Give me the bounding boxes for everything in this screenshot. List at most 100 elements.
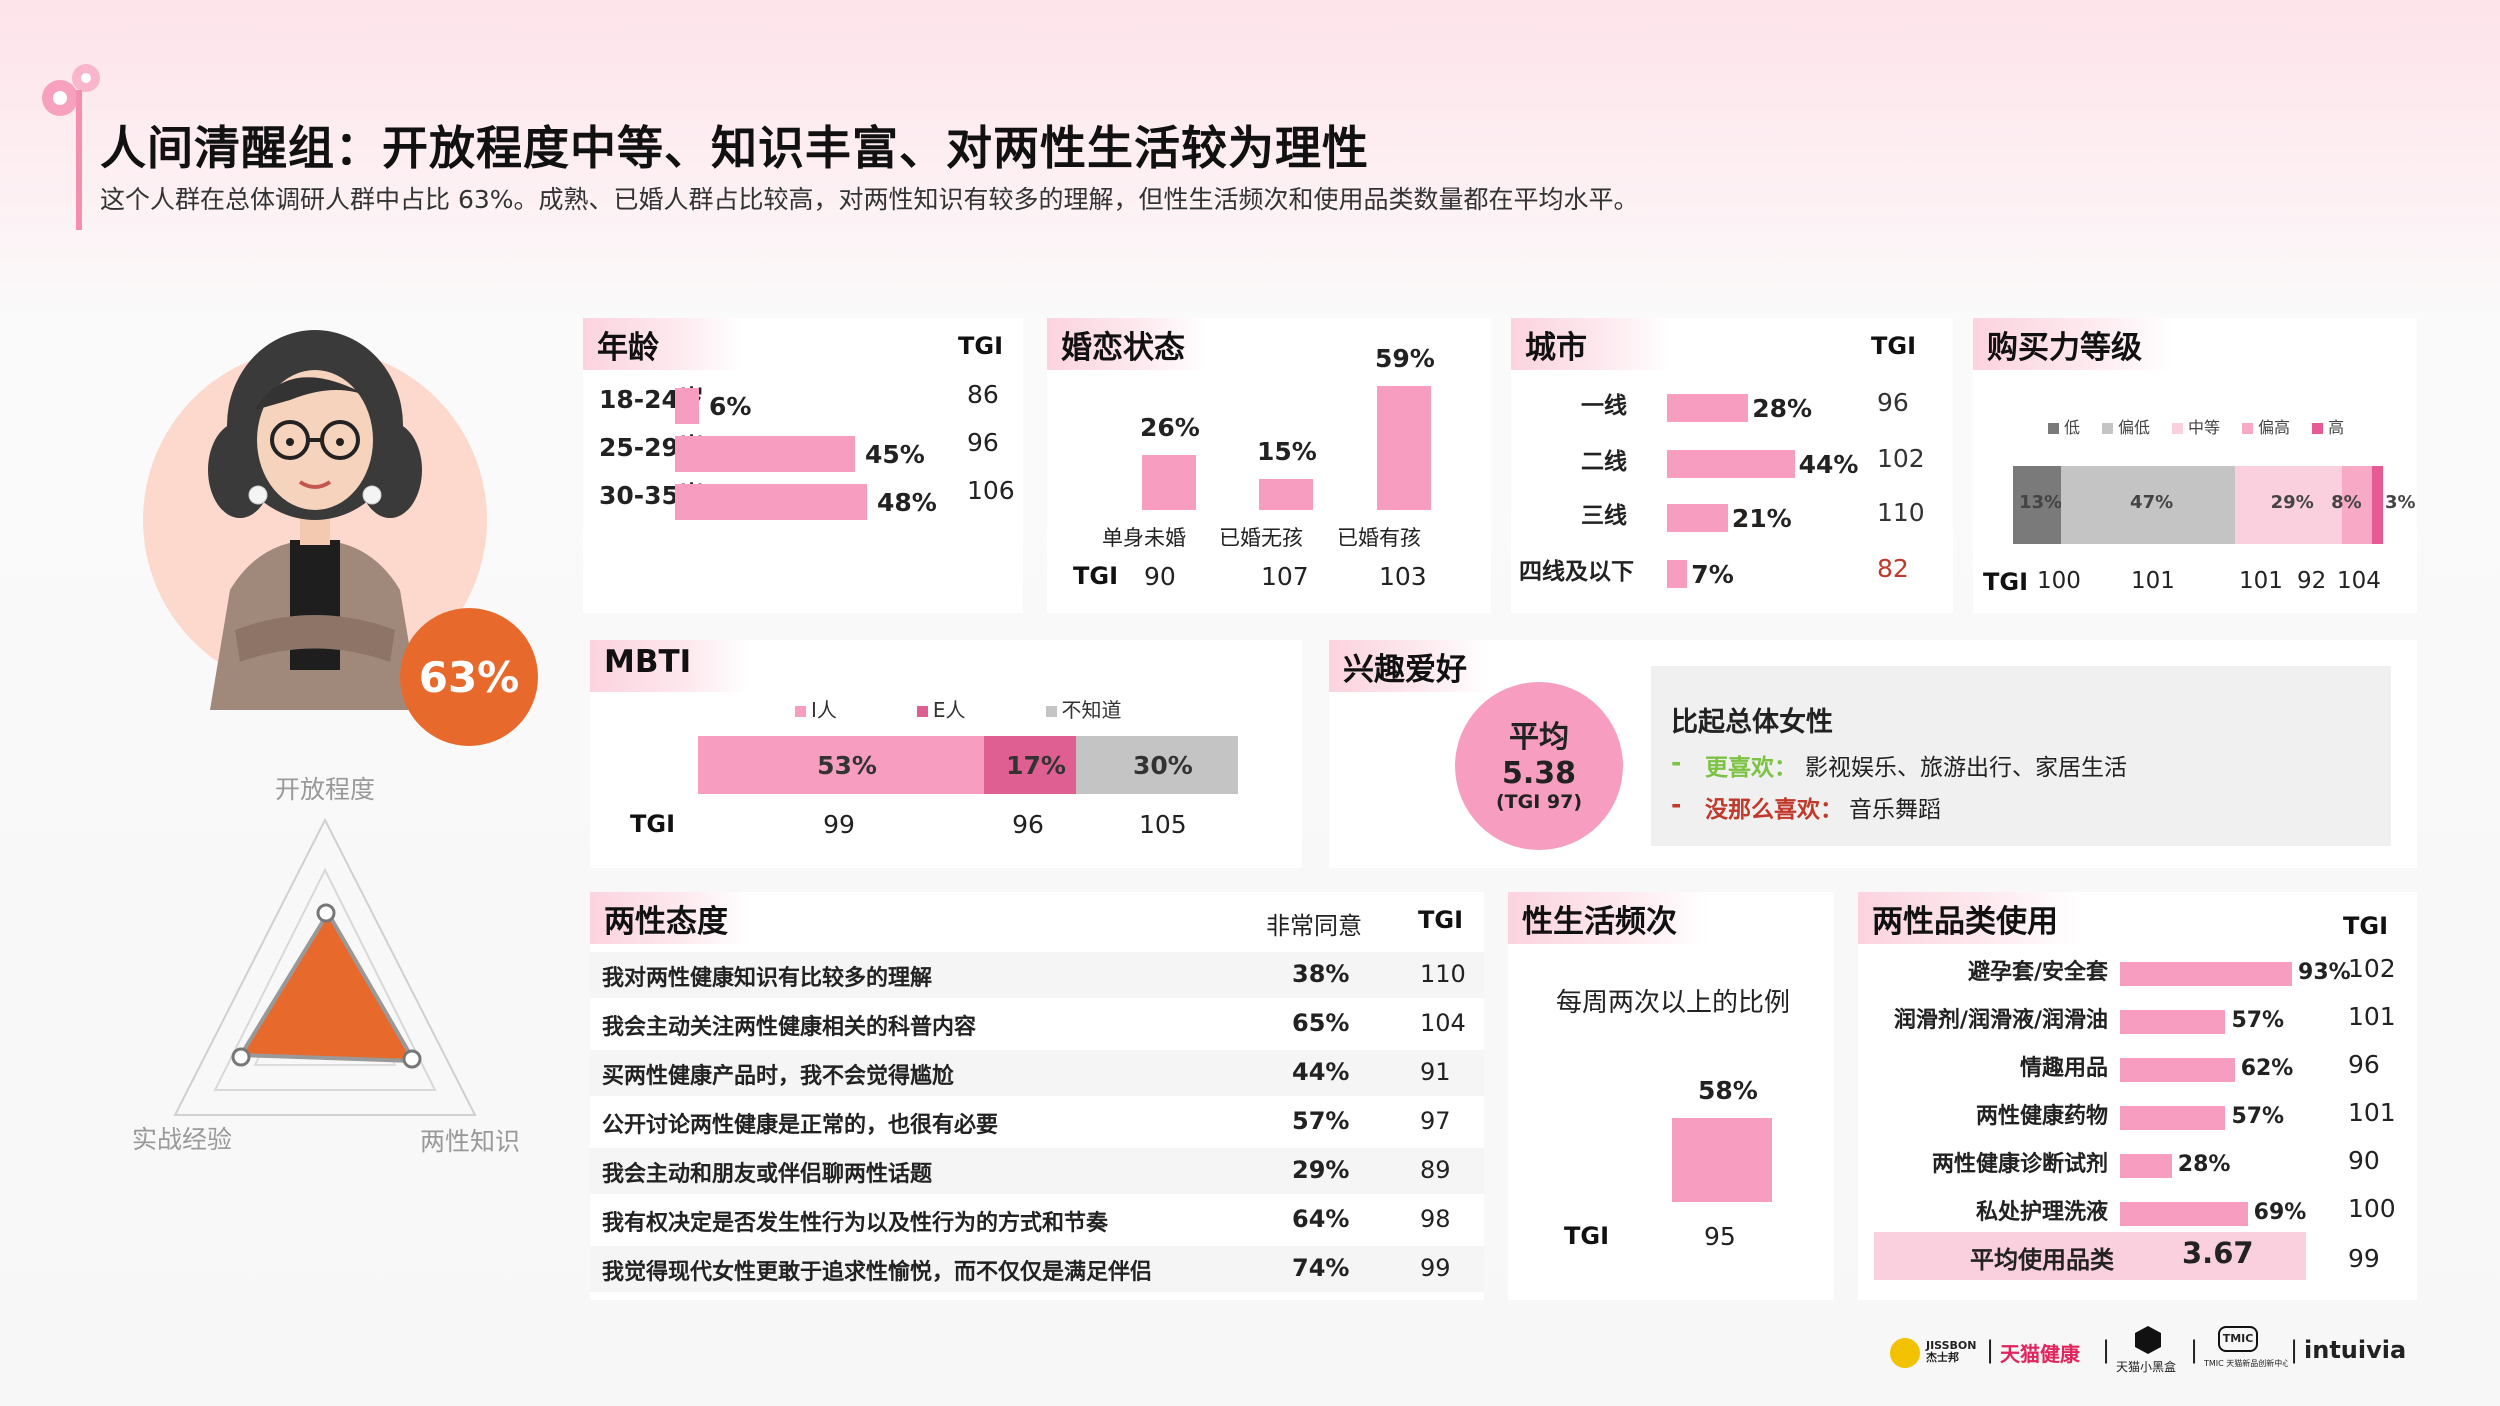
frequency-subtitle: 每周两次以上的比例 [1556, 988, 1791, 1018]
brand-black-box: 天猫小黑盒 [2116, 1360, 2177, 1374]
purchase-segment [2013, 466, 2062, 544]
purchase-segment-label: 8% [2331, 492, 2362, 513]
brand-jissbon: JISSBON 杰士邦 [1926, 1339, 1977, 1364]
products-bar [2120, 1058, 2235, 1082]
mbti-tgi-value: 99 [823, 810, 855, 839]
purchase-tgi-value: 92 [2297, 568, 2327, 594]
products-bar [2120, 962, 2293, 986]
age-tgi-header: TGI [958, 332, 1003, 360]
products-value-label: 28% [2177, 1152, 2231, 1177]
city-tgi-value: 82 [1877, 554, 1909, 583]
frequency-bar [1672, 1117, 1772, 1202]
hobby-less-items: 音乐舞蹈 [1849, 797, 1941, 823]
marital-value-label: 15% [1257, 436, 1317, 466]
attitude-row-bg [590, 1246, 1484, 1292]
products-value-label: 69% [2253, 1200, 2307, 1225]
mbti-segment-label: 17% [1006, 751, 1066, 780]
age-bar [675, 388, 699, 424]
footer-sep-1: | [1986, 1336, 1995, 1364]
brand-tmic: TMIC 天猫新品创新中心 [2204, 1359, 2288, 1368]
purchase-legend: 低 偏低 中等 偏高 高 [2048, 414, 2366, 438]
purchase-segment [2342, 466, 2372, 544]
city-tgi-value: 96 [1877, 388, 1909, 417]
city-tgi-header: TGI [1871, 332, 1916, 360]
city-value-label: 7% [1691, 560, 1734, 589]
legend-swatch-icon [2172, 423, 2184, 434]
page-title: 人间清醒组：开放程度中等、知识丰富、对两性生活较为理性 [100, 121, 1369, 175]
hobby-compare-box: 比起总体女性 - 更喜欢： 影视娱乐、旅游出行、家居生活 - 没那么喜欢： 音乐… [1651, 666, 2391, 846]
mbti-stacked-bar: 53% 17% 30% [698, 736, 1238, 794]
city-bar [1667, 560, 1688, 588]
city-tgi-value: 110 [1877, 498, 1925, 527]
attitude-row-value: 57% [1292, 1107, 1350, 1135]
purchase-tgi-value: 101 [2131, 568, 2175, 594]
products-average-row: 平均使用品类 3.67 [1874, 1232, 2306, 1280]
purchase-segment [2061, 466, 2235, 544]
legend-label: I人 [811, 698, 837, 722]
hobby-avg-tgi: (TGI 97) [1495, 791, 1583, 813]
city-bar [1667, 450, 1795, 478]
city-title: 城市 [1511, 318, 1671, 370]
marital-tgi-value: 103 [1379, 562, 1427, 591]
marital-title: 婚恋状态 [1047, 318, 1207, 370]
share-value: 63% [418, 652, 520, 702]
hobby-less-dash: - [1671, 790, 1682, 819]
mbti-panel: MBTI I人 E人 不知道 53% 17% 30% TGI 99 96 105 [590, 640, 1302, 868]
share-badge: 63% [400, 608, 538, 746]
marital-bar [1377, 386, 1431, 510]
products-category-label: 情趣用品 [2019, 1056, 2108, 1081]
city-category-label: 二线 [1581, 449, 1627, 475]
products-panel: 两性品类使用 TGI 避孕套/安全套 93% 102 润滑剂/润滑液/润滑油 57% 10… [1858, 892, 2417, 1300]
products-value-label: 62% [2240, 1056, 2294, 1081]
attitude-row-tgi: 99 [1420, 1254, 1451, 1282]
city-bar [1667, 394, 1749, 422]
city-category-label: 一线 [1581, 393, 1627, 419]
marital-category-label: 已婚无孩 [1219, 526, 1303, 550]
brand-tmall-health: 天猫健康 [2000, 1342, 2080, 1366]
marital-category-label: 已婚有孩 [1337, 526, 1421, 550]
products-tgi-value: 101 [2348, 1098, 2396, 1127]
frequency-title: 性生活频次 [1508, 892, 1708, 944]
footer-sep-2: | [2102, 1336, 2111, 1364]
legend-swatch-icon [1045, 706, 1057, 717]
tmic-logo: TMIC [2218, 1326, 2258, 1352]
frequency-value-label: 58% [1698, 1075, 1758, 1105]
title-accent-bar [76, 90, 82, 230]
mbti-legend: I人 E人 不知道 [795, 694, 1202, 723]
mbti-legend-item: I人 [795, 698, 837, 722]
attitude-row-value: 64% [1292, 1205, 1350, 1233]
hobby-more-items: 影视娱乐、旅游出行、家居生活 [1805, 755, 2127, 781]
age-value-label: 48% [877, 488, 937, 517]
products-bar [2120, 1154, 2172, 1178]
city-panel: 城市 TGI 一线 28% 96 二线 44% 102 三线 21% 110 四线及以下 7% 82 [1511, 318, 1953, 613]
legend-label: E人 [932, 698, 966, 722]
attitude-panel: 两性态度 非常同意 TGI 我对两性健康知识有比较多的理解 38% 110 我会主动关… [590, 892, 1484, 1300]
age-bar [675, 484, 867, 520]
purchase-panel: 购买力等级 低 偏低 中等 偏高 高 13% 47% 29% 8% 3% TGI 100 101 1… [1973, 318, 2417, 613]
products-tgi-value: 100 [2348, 1194, 2396, 1223]
hobby-avg-label: 平均 [1509, 720, 1569, 755]
purchase-tgi-value: 104 [2337, 568, 2381, 594]
age-bar [675, 436, 855, 472]
black-box-logo [2135, 1326, 2161, 1354]
purchase-tgi-value: 100 [2037, 568, 2081, 594]
age-value-label: 45% [865, 440, 925, 469]
products-category-label: 私处护理洗液 [1975, 1200, 2108, 1225]
attitude-row-value: 74% [1292, 1254, 1350, 1282]
city-category-label: 三线 [1581, 503, 1627, 529]
attitude-row-bg [590, 1148, 1484, 1194]
products-category-label: 避孕套/安全套 [1967, 960, 2108, 985]
purchase-legend-item: 高 [2312, 418, 2344, 437]
marital-category-label: 单身未婚 [1102, 526, 1186, 550]
mbti-tgi-value: 96 [1012, 810, 1044, 839]
city-value-label: 28% [1752, 394, 1813, 423]
city-tgi-value: 102 [1877, 444, 1925, 473]
legend-swatch-icon [2312, 423, 2324, 434]
attitude-row-tgi: 110 [1420, 960, 1466, 988]
attitude-row-value: 29% [1292, 1156, 1350, 1184]
hobby-more-dash: - [1671, 748, 1682, 777]
attitude-row-label: 我会主动关注两性健康相关的科普内容 [602, 1015, 977, 1040]
attitude-row-tgi: 91 [1420, 1058, 1451, 1086]
radar-chart: 开放程度 实战经验 两性知识 [120, 760, 540, 1160]
products-avg-value: 3.67 [2182, 1236, 2254, 1270]
